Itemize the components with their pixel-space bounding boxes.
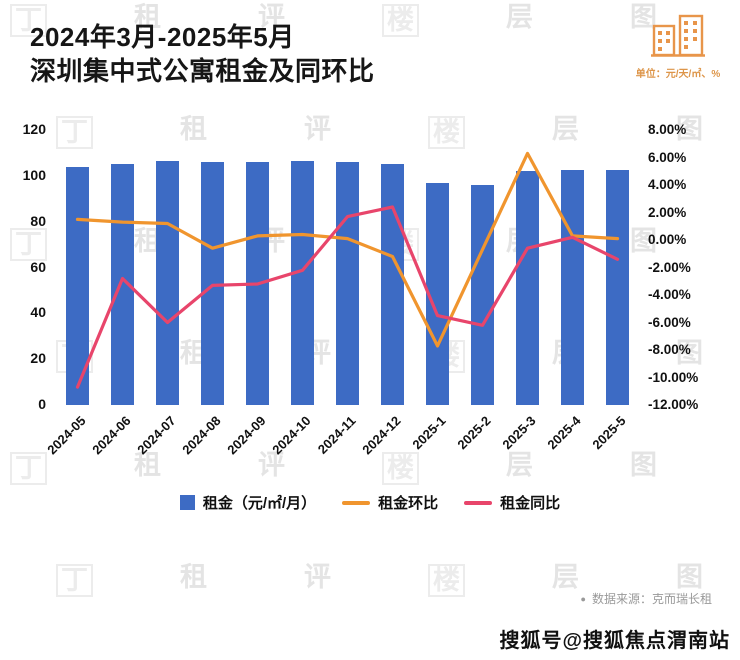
right-axis-tick: -12.00% (648, 397, 699, 412)
rent-bar (425, 182, 450, 405)
yoy-line (75, 205, 620, 389)
right-axis-tick: 8.00% (648, 122, 687, 137)
chart-legend: 租金（元/㎡/月） 租金环比 租金同比 (0, 492, 740, 513)
chart-title: 2024年3月-2025年5月 深圳集中式公寓租金及同环比 (30, 20, 375, 89)
rent-bar (515, 171, 540, 405)
left-axis-tick: 20 (30, 350, 46, 367)
right-axis-tick: -8.00% (648, 342, 691, 357)
title-line-2: 深圳集中式公寓租金及同环比 (30, 56, 375, 87)
right-axis-tick: 0.00% (648, 232, 687, 247)
right-axis-tick: -2.00% (648, 259, 691, 275)
mom-line (75, 151, 620, 348)
left-axis-tick: 40 (30, 304, 46, 321)
data-source-note: ● 数据来源：克而瑞长租 (581, 590, 712, 607)
rent-legend-label: 租金（元/㎡/月） (202, 495, 317, 512)
left-axis-tick: 60 (30, 258, 46, 275)
bullet-icon: ● (580, 593, 586, 604)
watermark-text: 评 (304, 562, 331, 592)
right-axis-tick: -10.00% (648, 369, 699, 385)
rent-legend-marker (179, 495, 195, 510)
legend-item-mom: 租金环比 (342, 492, 438, 513)
watermark-text: 层 (506, 2, 533, 32)
legend-item-yoy: 租金同比 (464, 492, 560, 513)
yoy-legend-marker (464, 500, 493, 505)
left-axis-tick: 100 (22, 166, 46, 183)
left-axis-tick: 80 (30, 212, 46, 229)
building-icon (651, 14, 705, 57)
left-axis-tick: 0 (38, 396, 46, 412)
rent-bar (290, 160, 315, 405)
mom-legend-marker (342, 500, 371, 505)
rent-bar (200, 162, 225, 405)
mom-legend-label: 租金环比 (378, 495, 439, 512)
line-plot (75, 151, 620, 389)
watermark-text: 租 (180, 562, 207, 592)
left-axis-tick: 120 (22, 121, 46, 137)
unit-block: 单位：元/天/㎡、% (634, 12, 722, 80)
rent-bar (110, 164, 135, 405)
rent-bar (65, 166, 90, 405)
data-source-text: 数据来源：克而瑞长租 (591, 592, 712, 606)
watermark-text: 图 (676, 562, 703, 592)
right-axis-tick: 6.00% (648, 149, 687, 165)
chart-area: 120 100 80 60 40 20 0 8.00% 6.00% 4.00% 2.00% 0.00%… (0, 118, 740, 518)
right-axis-tick: -4.00% (648, 287, 691, 302)
unit-note: 单位：元/天/㎡、% (635, 69, 721, 80)
watermark-text: 层 (552, 562, 579, 592)
right-axis-tick: 4.00% (648, 177, 687, 192)
sohu-account-credit[interactable]: 搜狐号@搜狐焦点渭南站 (499, 630, 730, 652)
right-axis-tick: -6.00% (648, 314, 691, 330)
yoy-legend-label: 租金同比 (500, 495, 561, 512)
rent-bar (560, 170, 585, 405)
right-axis-tick: 2.00% (648, 204, 687, 220)
title-line-1: 2024年3月-2025年5月 (30, 22, 295, 52)
watermark-text: 楼 (428, 564, 465, 597)
legend-item-rent: 租金（元/㎡/月） (179, 492, 317, 513)
rent-bar (605, 170, 630, 405)
watermark-text: 丁 (56, 564, 93, 597)
watermark-text: 楼 (382, 4, 419, 37)
